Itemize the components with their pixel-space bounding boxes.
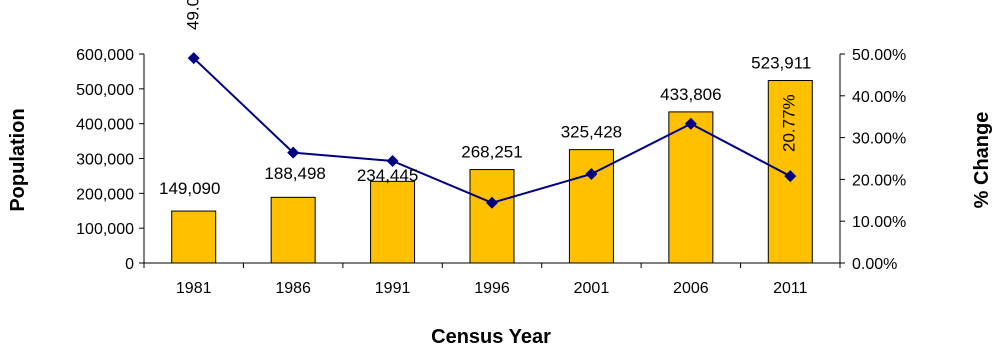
x-tick-label: 2001 bbox=[574, 280, 610, 297]
bar-value-label: 188,498 bbox=[264, 164, 325, 183]
bar-value-label: 325,428 bbox=[561, 123, 622, 142]
x-axis-title: Census Year bbox=[431, 326, 551, 346]
bar-1996 bbox=[469, 169, 515, 264]
y-tick-label: 0 bbox=[125, 256, 134, 273]
bar-1986 bbox=[270, 196, 316, 264]
x-tick-label: 1996 bbox=[474, 280, 510, 297]
y2-tick-label: 20.00% bbox=[852, 172, 906, 189]
bar-1981 bbox=[171, 210, 217, 264]
point-1981 bbox=[187, 52, 200, 65]
bar-1991 bbox=[370, 180, 416, 264]
y2-tick-label: 50.00% bbox=[852, 47, 906, 64]
x-tick-label: 2011 bbox=[773, 280, 808, 297]
point-1996 bbox=[486, 196, 498, 209]
y2-tick-label: 30.00% bbox=[852, 131, 906, 148]
y-axis-title: Population bbox=[7, 108, 29, 211]
y2-tick-label: 0.00% bbox=[852, 256, 897, 273]
x-tick-label: 2006 bbox=[673, 280, 709, 297]
y2-tick-label: 10.00% bbox=[852, 214, 906, 231]
y-tick-label: 300,000 bbox=[76, 152, 134, 169]
bar-value-label: 149,090 bbox=[159, 179, 220, 198]
axes: 0 100,000 200,000 300,000 400,000 500,000 600,… bbox=[76, 47, 906, 297]
y2-axis-title: % Change bbox=[971, 112, 992, 209]
x-tick-label: 1981 bbox=[176, 280, 212, 297]
bar-value-label: 523,911 bbox=[751, 54, 811, 73]
y-tick-label: 200,000 bbox=[76, 186, 134, 203]
data-labels: 149,090 188,498 234,445 268,251 325,428 433,8… bbox=[159, 0, 811, 198]
y-tick-label: 400,000 bbox=[76, 117, 134, 134]
point-1991 bbox=[386, 155, 399, 168]
bar-value-label: 433,806 bbox=[660, 85, 721, 104]
point-2006 bbox=[684, 117, 697, 130]
bars bbox=[171, 80, 813, 264]
bar-2006 bbox=[668, 111, 714, 264]
percent-label-1981: 49.0 bbox=[184, 0, 203, 30]
x-tick-label: 1991 bbox=[375, 280, 411, 297]
point-2011 bbox=[784, 170, 797, 183]
x-tick-label: 1986 bbox=[275, 280, 311, 297]
y-tick-label: 500,000 bbox=[76, 82, 134, 99]
bar-value-label: 268,251 bbox=[461, 143, 522, 162]
y-tick-label: 100,000 bbox=[76, 221, 134, 238]
point-1986 bbox=[287, 146, 300, 159]
y2-tick-label: 40.00% bbox=[852, 89, 906, 106]
percent-change-line bbox=[187, 52, 797, 209]
point-2001 bbox=[585, 167, 598, 180]
y-tick-label: 600,000 bbox=[76, 47, 134, 64]
bar-value-label: 234,445 bbox=[357, 166, 418, 185]
percent-label-2011: 20.77% bbox=[779, 94, 798, 152]
